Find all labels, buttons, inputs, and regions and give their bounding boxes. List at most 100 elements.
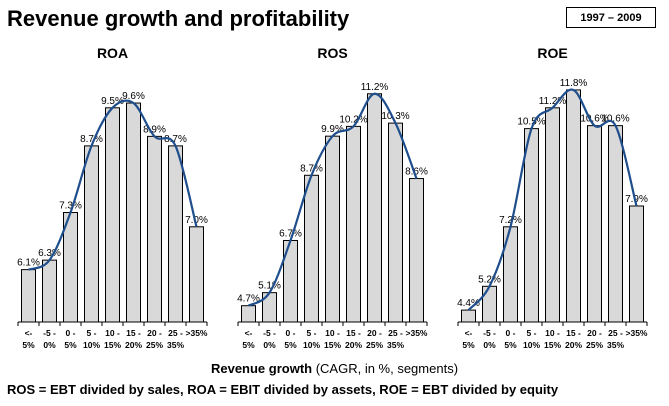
tick-label: 20 - xyxy=(367,328,382,338)
data-label: 11.8% xyxy=(560,78,588,89)
data-label: 5.1% xyxy=(258,281,281,292)
tick-label: 5% xyxy=(284,340,297,350)
tick-label: 20 - xyxy=(147,328,162,338)
bar xyxy=(63,212,78,323)
tick-label: 15% xyxy=(104,340,121,350)
tick-label: <- xyxy=(245,328,253,338)
tick-label: 35% xyxy=(167,340,184,350)
data-label: 7.3% xyxy=(59,201,82,212)
tick-label: 5 - xyxy=(307,328,317,338)
tick-label: 5% xyxy=(22,340,35,350)
data-label: 5.2% xyxy=(478,274,501,285)
tick-label: 25 - xyxy=(388,328,403,338)
tick-label: -5 - xyxy=(263,328,276,338)
data-label: 10.6% xyxy=(601,114,629,125)
tick-label: 15 - xyxy=(346,328,361,338)
data-label: 8.7% xyxy=(300,163,323,174)
data-label: 4.7% xyxy=(237,294,260,305)
data-label: 7.0% xyxy=(185,215,208,226)
bar xyxy=(482,285,497,323)
tick-label: 25% xyxy=(366,340,383,350)
bar xyxy=(545,107,560,323)
tick-label: -5 - xyxy=(43,328,56,338)
data-label: 8.7% xyxy=(80,134,103,145)
bar xyxy=(126,102,141,323)
tick-label: >35% xyxy=(406,328,428,338)
trend-line xyxy=(467,88,638,311)
tick-label: 5% xyxy=(64,340,77,350)
data-label: 9.5% xyxy=(101,96,124,107)
tick-label: 25% xyxy=(586,340,603,350)
data-label: 9.9% xyxy=(321,124,344,135)
trend-line xyxy=(247,92,418,307)
tick-label: 5 - xyxy=(87,328,97,338)
tick-label: 0 - xyxy=(286,328,296,338)
tick-label: 5% xyxy=(242,340,255,350)
data-label: 4.4% xyxy=(457,298,480,309)
data-label: 8.7% xyxy=(164,134,187,145)
chart-ros: ROS 4.7% <- 5% 5.1% -5 - 0% 6.7% 0 - 5% 8.7% 5 - 10%… xyxy=(237,45,428,350)
data-label: 9.6% xyxy=(122,91,145,102)
bar xyxy=(461,309,476,323)
data-label: 6.3% xyxy=(38,248,61,259)
bar xyxy=(524,128,539,323)
tick-label: >35% xyxy=(186,328,208,338)
tick-label: 10% xyxy=(523,340,540,350)
tick-label: 10% xyxy=(303,340,320,350)
tick-label: 10 - xyxy=(105,328,120,338)
tick-label: 25 - xyxy=(608,328,623,338)
chart-title: ROA xyxy=(97,45,128,61)
data-label: 8.9% xyxy=(143,124,166,135)
tick-label: 20 - xyxy=(587,328,602,338)
tick-label: 15 - xyxy=(566,328,581,338)
tick-label: 35% xyxy=(387,340,404,350)
bar xyxy=(587,125,602,323)
data-label: 11.2% xyxy=(539,96,567,107)
tick-label: 0% xyxy=(43,340,56,350)
tick-label: 25 - xyxy=(168,328,183,338)
tick-label: 5% xyxy=(462,340,475,350)
tick-label: -5 - xyxy=(483,328,496,338)
period-badge: 1997 – 2009 xyxy=(566,7,656,28)
bar xyxy=(629,205,644,323)
data-label: 10.6% xyxy=(580,114,608,125)
data-label: 11.2% xyxy=(361,82,389,93)
bar xyxy=(42,259,57,323)
tick-label: 15 - xyxy=(126,328,141,338)
bar xyxy=(566,89,581,323)
tick-label: <- xyxy=(25,328,33,338)
tick-label: 15% xyxy=(324,340,341,350)
data-label: 7.9% xyxy=(625,194,648,205)
x-axis-caption-rest: (CAGR, in %, segments) xyxy=(312,361,459,376)
bar xyxy=(388,122,403,323)
bar xyxy=(189,226,204,323)
trend-line xyxy=(28,99,198,271)
bar xyxy=(608,125,623,323)
data-label: 10.5% xyxy=(517,117,545,128)
data-label: 6.1% xyxy=(17,258,40,269)
footnote: ROS = EBT divided by sales, ROA = EBIT d… xyxy=(7,382,559,397)
tick-label: <- xyxy=(465,328,473,338)
data-label: 10.2% xyxy=(339,114,367,125)
data-label: 6.7% xyxy=(279,228,302,239)
charts-canvas: ROA 6.1% <- 5% 6.3% -5 - 0% 7.3% 0 - 5% 8.7% 5 - 10%… xyxy=(17,45,648,350)
bar xyxy=(147,135,162,323)
tick-label: >35% xyxy=(626,328,648,338)
tick-label: 25% xyxy=(146,340,163,350)
tick-label: 15% xyxy=(544,340,561,350)
chart-roe: ROE 4.4% <- 5% 5.2% -5 - 0% 7.2% 0 - 5% 10.5% 5 - 10… xyxy=(457,45,648,350)
bar xyxy=(304,174,319,323)
data-label: 7.2% xyxy=(499,215,522,226)
bar xyxy=(241,305,256,323)
tick-label: 10 - xyxy=(545,328,560,338)
tick-label: 0% xyxy=(483,340,496,350)
bar xyxy=(325,135,340,323)
tick-label: 0% xyxy=(263,340,276,350)
x-axis-caption: Revenue growth (CAGR, in %, segments) xyxy=(0,361,669,376)
chart-roa: ROA 6.1% <- 5% 6.3% -5 - 0% 7.3% 0 - 5% 8.7% 5 - 10%… xyxy=(17,45,208,350)
x-axis-caption-bold: Revenue growth xyxy=(210,361,313,376)
tick-label: 35% xyxy=(607,340,624,350)
tick-label: 0 - xyxy=(66,328,76,338)
tick-label: 10% xyxy=(83,340,100,350)
tick-label: 5% xyxy=(504,340,517,350)
